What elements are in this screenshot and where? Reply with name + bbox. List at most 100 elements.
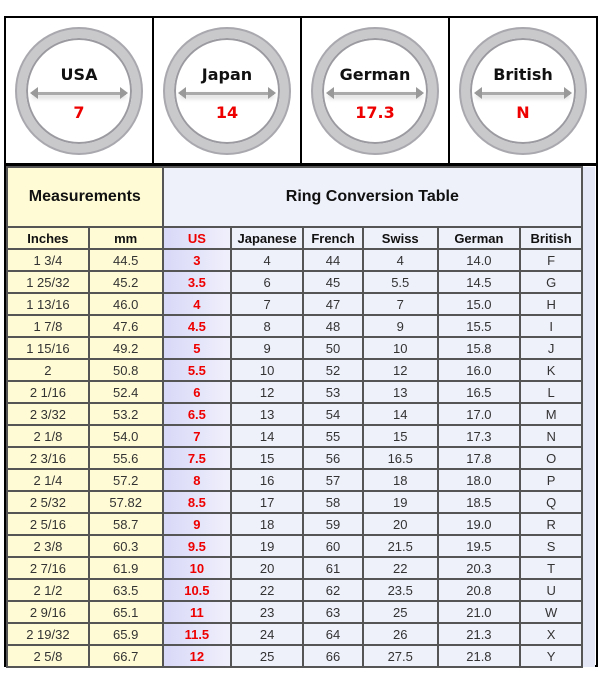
cell-german: 14.0 bbox=[436, 248, 522, 272]
cell-japanese: 24 bbox=[230, 622, 305, 646]
cell-inches: 2 5/8 bbox=[6, 644, 90, 668]
cell-japanese: 12 bbox=[230, 380, 305, 404]
cell-german: 17.0 bbox=[436, 402, 522, 426]
cell-inches: 2 7/16 bbox=[6, 556, 90, 580]
cell-french: 64 bbox=[302, 622, 364, 646]
cell-french: 60 bbox=[302, 534, 364, 558]
cell-german: 15.0 bbox=[436, 292, 522, 316]
ring-size-value: 17.3 bbox=[355, 102, 395, 122]
measurements-title: Measurements bbox=[6, 166, 164, 228]
cell-british: L bbox=[519, 380, 584, 404]
cell-british: Y bbox=[519, 644, 584, 668]
cell-french: 63 bbox=[302, 600, 364, 624]
table-row: 2 5/8 66.7 12 25 66 27.5 21.8 Y bbox=[6, 644, 595, 668]
cell-german: 21.8 bbox=[436, 644, 522, 668]
cell-swiss: 14 bbox=[361, 402, 439, 426]
cell-swiss: 7 bbox=[361, 292, 439, 316]
cell-german: 17.8 bbox=[436, 446, 522, 470]
cell-us: 4.5 bbox=[161, 314, 233, 338]
cell-mm: 44.5 bbox=[87, 248, 164, 272]
cell-japanese: 17 bbox=[230, 490, 305, 514]
cell-french: 56 bbox=[302, 446, 364, 470]
double-arrow-icon bbox=[178, 86, 276, 99]
cell-mm: 47.6 bbox=[87, 314, 164, 338]
table-row: 2 1/4 57.2 8 16 57 18 18.0 P bbox=[6, 468, 595, 492]
cell-us: 10.5 bbox=[161, 578, 233, 602]
cell-mm: 46.0 bbox=[87, 292, 164, 316]
cell-swiss: 4 bbox=[361, 248, 439, 272]
cell-japanese: 22 bbox=[230, 578, 305, 602]
table-row: 2 50.8 5.5 10 52 12 16.0 K bbox=[6, 358, 595, 382]
table-row: 2 5/32 57.82 8.5 17 58 19 18.5 Q bbox=[6, 490, 595, 514]
cell-inches: 2 bbox=[6, 358, 90, 382]
double-arrow-icon bbox=[30, 86, 128, 99]
ring-panel-german: German 17.3 bbox=[302, 18, 450, 163]
ring-size-value: 7 bbox=[73, 102, 85, 122]
cell-french: 62 bbox=[302, 578, 364, 602]
ring-conversion-table: Measurements Ring Conversion Table Inche… bbox=[6, 166, 596, 668]
cell-french: 44 bbox=[302, 248, 364, 272]
table-row: 1 15/16 49.2 5 9 50 10 15.8 J bbox=[6, 336, 595, 360]
cell-german: 15.8 bbox=[436, 336, 522, 360]
cell-mm: 57.82 bbox=[87, 490, 164, 514]
ring-label: Japan bbox=[201, 64, 253, 84]
table-row: 2 1/16 52.4 6 12 53 13 16.5 L bbox=[6, 380, 595, 404]
cell-mm: 45.2 bbox=[87, 270, 164, 294]
cell-us: 7.5 bbox=[161, 446, 233, 470]
cell-japanese: 14 bbox=[230, 424, 305, 448]
table-row: 2 5/16 58.7 9 18 59 20 19.0 R bbox=[6, 512, 595, 536]
ring-label: German bbox=[339, 64, 411, 84]
cell-german: 21.0 bbox=[436, 600, 522, 624]
cell-us: 6.5 bbox=[161, 402, 233, 426]
ring-illustrations: USA 7 Japan 14 German 17.3 British N bbox=[6, 18, 596, 166]
table-row: 2 19/32 65.9 11.5 24 64 26 21.3 X bbox=[6, 622, 595, 646]
cell-japanese: 7 bbox=[230, 292, 305, 316]
cell-french: 66 bbox=[302, 644, 364, 668]
cell-mm: 65.9 bbox=[87, 622, 164, 646]
cell-german: 17.3 bbox=[436, 424, 522, 448]
conversion-table-title: Ring Conversion Table bbox=[161, 166, 584, 228]
cell-inches: 2 1/2 bbox=[6, 578, 90, 602]
cell-british: N bbox=[519, 424, 584, 448]
cell-mm: 50.8 bbox=[87, 358, 164, 382]
cell-swiss: 26 bbox=[361, 622, 439, 646]
ring-panel-usa: USA 7 bbox=[6, 18, 154, 163]
cell-swiss: 19 bbox=[361, 490, 439, 514]
ring-icon: USA 7 bbox=[17, 28, 141, 153]
cell-german: 18.0 bbox=[436, 468, 522, 492]
cell-mm: 61.9 bbox=[87, 556, 164, 580]
cell-inches: 1 7/8 bbox=[6, 314, 90, 338]
cell-swiss: 27.5 bbox=[361, 644, 439, 668]
cell-french: 52 bbox=[302, 358, 364, 382]
cell-british: W bbox=[519, 600, 584, 624]
cell-french: 55 bbox=[302, 424, 364, 448]
cell-german: 14.5 bbox=[436, 270, 522, 294]
cell-german: 16.5 bbox=[436, 380, 522, 404]
cell-swiss: 15 bbox=[361, 424, 439, 448]
cell-mm: 65.1 bbox=[87, 600, 164, 624]
cell-japanese: 23 bbox=[230, 600, 305, 624]
cell-inches: 2 3/8 bbox=[6, 534, 90, 558]
cell-british: I bbox=[519, 314, 584, 338]
cell-japanese: 15 bbox=[230, 446, 305, 470]
cell-us: 11.5 bbox=[161, 622, 233, 646]
cell-swiss: 21.5 bbox=[361, 534, 439, 558]
ring-panel-japan: Japan 14 bbox=[154, 18, 302, 163]
column-header-japanese: Japanese bbox=[230, 226, 305, 250]
cell-us: 5.5 bbox=[161, 358, 233, 382]
table-row: 2 1/2 63.5 10.5 22 62 23.5 20.8 U bbox=[6, 578, 595, 602]
table-row: 1 7/8 47.6 4.5 8 48 9 15.5 I bbox=[6, 314, 595, 338]
ring-label: USA bbox=[60, 64, 98, 84]
cell-swiss: 12 bbox=[361, 358, 439, 382]
cell-japanese: 25 bbox=[230, 644, 305, 668]
cell-mm: 58.7 bbox=[87, 512, 164, 536]
cell-german: 16.0 bbox=[436, 358, 522, 382]
cell-german: 20.3 bbox=[436, 556, 522, 580]
column-header-mm: mm bbox=[87, 226, 164, 250]
cell-british: O bbox=[519, 446, 584, 470]
cell-inches: 2 3/32 bbox=[6, 402, 90, 426]
cell-british: S bbox=[519, 534, 584, 558]
cell-japanese: 8 bbox=[230, 314, 305, 338]
ring-icon: British N bbox=[461, 28, 585, 153]
cell-inches: 1 3/4 bbox=[6, 248, 90, 272]
